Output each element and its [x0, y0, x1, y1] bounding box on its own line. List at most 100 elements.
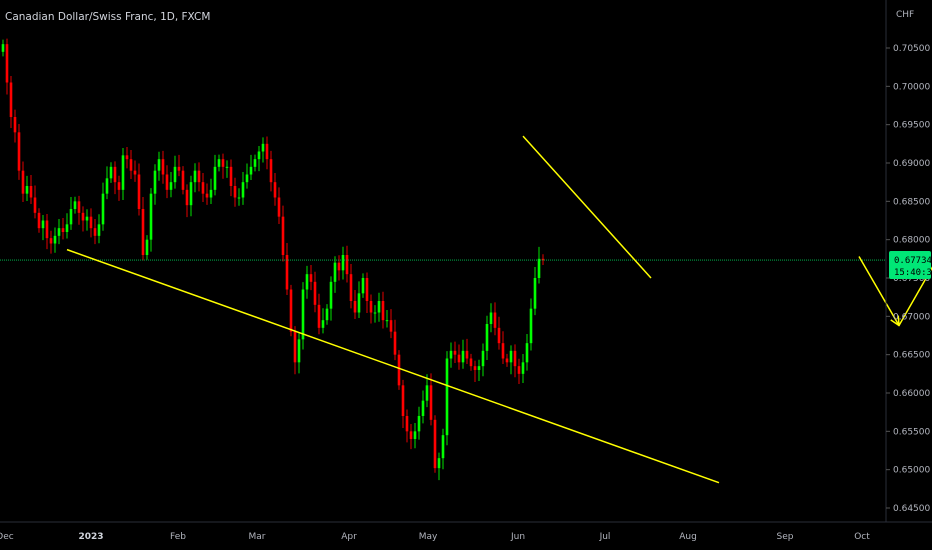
descending-upper-trendline[interactable] [522, 135, 652, 279]
candle-up [53, 235, 57, 244]
candle-up [521, 362, 525, 374]
candle-down [273, 182, 277, 198]
price-axis-tick-label: 0.66500 [893, 351, 930, 361]
candle-up [441, 435, 445, 459]
candle-up [65, 224, 69, 232]
candle-down [285, 255, 289, 290]
current-price-badge: 0.67734 15:40:38 [889, 251, 932, 279]
candle-down [17, 132, 21, 171]
price-axis[interactable]: 0.70500 0.70000 0.69500 0.69000 0.68500 0.680… [886, 44, 930, 514]
candle-down [365, 278, 369, 301]
current-price-countdown: 15:40:38 [894, 268, 932, 278]
candle-down [129, 159, 133, 171]
candle-down [117, 182, 121, 190]
candle-down [409, 431, 413, 439]
candle-down [465, 350, 469, 359]
time-axis-label: Dec [0, 532, 14, 542]
candle-up [489, 312, 493, 324]
candle-up [209, 189, 213, 198]
candle-up [249, 166, 253, 175]
candle-up [537, 258, 541, 278]
candle-up [533, 278, 537, 309]
candle-up [101, 193, 105, 225]
candle-down [93, 228, 97, 236]
candle-up [173, 166, 177, 183]
candle-up [225, 166, 229, 168]
candle-down [389, 320, 393, 332]
time-axis-label: 2023 [78, 532, 103, 542]
candle-up [421, 400, 425, 416]
candle-up [41, 220, 45, 229]
candle-down [289, 289, 293, 332]
candle-down [9, 82, 13, 117]
candle-down [337, 262, 341, 271]
candle-up [109, 166, 113, 179]
candle-up [105, 178, 109, 194]
candle-up [145, 239, 149, 255]
candle-up [325, 308, 329, 321]
candle-down [401, 385, 405, 416]
time-axis-label: Oct [854, 532, 870, 542]
candle-up [193, 170, 197, 183]
candle-down [21, 170, 25, 194]
candle-up [329, 281, 333, 309]
candle-down [13, 117, 17, 133]
candle-down [89, 216, 93, 229]
candle-up [237, 197, 241, 199]
candle-up [485, 324, 489, 351]
candle-down [501, 343, 505, 359]
time-axis-label: Apr [341, 532, 357, 542]
price-axis-tick-label: 0.64500 [893, 504, 930, 514]
price-axis-tick-label: 0.69500 [893, 121, 930, 131]
candle-up [341, 255, 345, 271]
candle-down [453, 350, 457, 355]
candle-down [281, 216, 285, 255]
candle-up [425, 385, 429, 401]
candle-down [185, 189, 189, 206]
candle-up [157, 159, 161, 171]
candle-down [5, 44, 9, 83]
lower-support-trendline[interactable] [66, 248, 720, 484]
candle-up [333, 262, 337, 282]
candle-up [169, 182, 173, 190]
candle-up [449, 350, 453, 359]
candle-up [377, 301, 381, 313]
candle-up [69, 209, 73, 225]
candle-down [457, 354, 461, 363]
time-axis-label: Jul [599, 532, 611, 542]
candle-up [373, 312, 377, 314]
candle-down [233, 186, 237, 198]
candle-up [25, 186, 29, 194]
candle-down [181, 170, 185, 190]
candle-up [461, 350, 465, 363]
candle-up [477, 366, 481, 370]
candle-down [497, 327, 501, 344]
candle-up [437, 458, 441, 469]
annotations-layer [66, 135, 932, 484]
candle-down [77, 201, 81, 213]
candle-up [149, 193, 153, 240]
candle-up [417, 416, 421, 432]
candle-down [505, 358, 509, 363]
candle-down [165, 174, 169, 190]
candle-down [353, 301, 357, 313]
candle-up [245, 174, 249, 183]
candle-down [517, 366, 521, 374]
candle-down [113, 166, 117, 183]
candle-up [189, 182, 193, 206]
time-axis[interactable]: Dec 2023 Feb Mar Apr May Jun Jul Aug Sep Oct [0, 532, 870, 542]
candle-down [309, 274, 313, 282]
candle-down [265, 143, 269, 160]
candle-up [213, 166, 217, 190]
candle-up [121, 155, 125, 190]
candles-layer [1, 38, 545, 481]
candle-up [217, 159, 221, 167]
price-axis-currency: CHF [896, 10, 914, 20]
candle-down [81, 212, 85, 221]
candle-up [153, 170, 157, 194]
price-axis-tick-label: 0.67000 [893, 312, 930, 322]
candle-down [33, 197, 37, 213]
candle-down [205, 193, 209, 198]
